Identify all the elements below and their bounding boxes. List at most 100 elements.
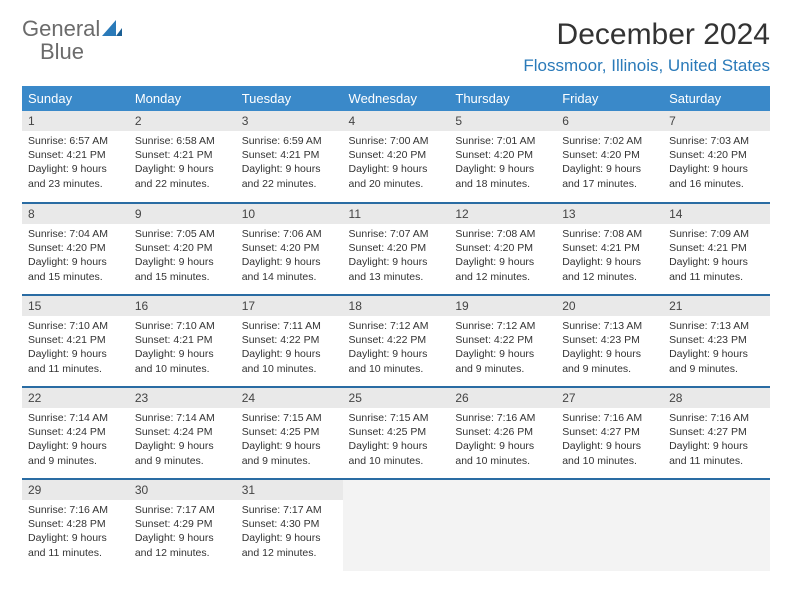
daylight-line: Daylight: 9 hours and 12 minutes.	[562, 255, 657, 283]
sunset-line: Sunset: 4:29 PM	[135, 517, 230, 531]
calendar-day-cell: 13Sunrise: 7:08 AMSunset: 4:21 PMDayligh…	[556, 203, 663, 295]
daylight-line: Daylight: 9 hours and 15 minutes.	[28, 255, 123, 283]
calendar-day-cell: 24Sunrise: 7:15 AMSunset: 4:25 PMDayligh…	[236, 387, 343, 479]
title-block: December 2024 Flossmoor, Illinois, Unite…	[523, 18, 770, 76]
sunset-line: Sunset: 4:22 PM	[349, 333, 444, 347]
daylight-line: Daylight: 9 hours and 16 minutes.	[669, 162, 764, 190]
day-content: Sunrise: 7:16 AMSunset: 4:27 PMDaylight:…	[663, 408, 770, 474]
sunrise-line: Sunrise: 7:16 AM	[669, 411, 764, 425]
day-content: Sunrise: 7:16 AMSunset: 4:28 PMDaylight:…	[22, 500, 129, 566]
day-number: 10	[236, 204, 343, 224]
sunset-line: Sunset: 4:20 PM	[455, 148, 550, 162]
calendar-day-cell: 25Sunrise: 7:15 AMSunset: 4:25 PMDayligh…	[343, 387, 450, 479]
day-content: Sunrise: 7:11 AMSunset: 4:22 PMDaylight:…	[236, 316, 343, 382]
sunrise-line: Sunrise: 7:13 AM	[669, 319, 764, 333]
calendar-empty-cell	[343, 479, 450, 571]
day-content: Sunrise: 7:01 AMSunset: 4:20 PMDaylight:…	[449, 131, 556, 197]
daylight-line: Daylight: 9 hours and 13 minutes.	[349, 255, 444, 283]
daylight-line: Daylight: 9 hours and 12 minutes.	[242, 531, 337, 559]
sunset-line: Sunset: 4:23 PM	[669, 333, 764, 347]
calendar-day-cell: 21Sunrise: 7:13 AMSunset: 4:23 PMDayligh…	[663, 295, 770, 387]
sunset-line: Sunset: 4:21 PM	[135, 333, 230, 347]
calendar-day-cell: 8Sunrise: 7:04 AMSunset: 4:20 PMDaylight…	[22, 203, 129, 295]
sunset-line: Sunset: 4:21 PM	[242, 148, 337, 162]
daylight-line: Daylight: 9 hours and 10 minutes.	[135, 347, 230, 375]
sunset-line: Sunset: 4:20 PM	[455, 241, 550, 255]
header: General Blue December 2024 Flossmoor, Il…	[22, 18, 770, 76]
calendar-header-row: SundayMondayTuesdayWednesdayThursdayFrid…	[22, 86, 770, 111]
sunrise-line: Sunrise: 6:58 AM	[135, 134, 230, 148]
sunrise-line: Sunrise: 7:00 AM	[349, 134, 444, 148]
sunset-line: Sunset: 4:21 PM	[135, 148, 230, 162]
location-text: Flossmoor, Illinois, United States	[523, 56, 770, 76]
calendar-empty-cell	[556, 479, 663, 571]
calendar-day-cell: 29Sunrise: 7:16 AMSunset: 4:28 PMDayligh…	[22, 479, 129, 571]
sunrise-line: Sunrise: 7:15 AM	[242, 411, 337, 425]
day-number: 17	[236, 296, 343, 316]
calendar-day-cell: 30Sunrise: 7:17 AMSunset: 4:29 PMDayligh…	[129, 479, 236, 571]
sunset-line: Sunset: 4:20 PM	[669, 148, 764, 162]
sunset-line: Sunset: 4:26 PM	[455, 425, 550, 439]
day-number: 14	[663, 204, 770, 224]
weekday-header: Wednesday	[343, 86, 450, 111]
daylight-line: Daylight: 9 hours and 10 minutes.	[349, 439, 444, 467]
day-number: 1	[22, 111, 129, 131]
weekday-header: Saturday	[663, 86, 770, 111]
daylight-line: Daylight: 9 hours and 22 minutes.	[242, 162, 337, 190]
day-content: Sunrise: 6:58 AMSunset: 4:21 PMDaylight:…	[129, 131, 236, 197]
calendar-empty-cell	[663, 479, 770, 571]
day-content: Sunrise: 6:57 AMSunset: 4:21 PMDaylight:…	[22, 131, 129, 197]
sunset-line: Sunset: 4:25 PM	[349, 425, 444, 439]
day-content: Sunrise: 7:16 AMSunset: 4:27 PMDaylight:…	[556, 408, 663, 474]
day-content: Sunrise: 7:02 AMSunset: 4:20 PMDaylight:…	[556, 131, 663, 197]
sunset-line: Sunset: 4:21 PM	[28, 148, 123, 162]
sunset-line: Sunset: 4:25 PM	[242, 425, 337, 439]
calendar-day-cell: 26Sunrise: 7:16 AMSunset: 4:26 PMDayligh…	[449, 387, 556, 479]
daylight-line: Daylight: 9 hours and 10 minutes.	[349, 347, 444, 375]
sunset-line: Sunset: 4:27 PM	[669, 425, 764, 439]
calendar-week-row: 1Sunrise: 6:57 AMSunset: 4:21 PMDaylight…	[22, 111, 770, 203]
calendar-day-cell: 7Sunrise: 7:03 AMSunset: 4:20 PMDaylight…	[663, 111, 770, 203]
daylight-line: Daylight: 9 hours and 10 minutes.	[455, 439, 550, 467]
calendar-empty-cell	[449, 479, 556, 571]
sunset-line: Sunset: 4:20 PM	[242, 241, 337, 255]
day-number: 19	[449, 296, 556, 316]
sunset-line: Sunset: 4:24 PM	[28, 425, 123, 439]
sunrise-line: Sunrise: 7:05 AM	[135, 227, 230, 241]
sunset-line: Sunset: 4:21 PM	[562, 241, 657, 255]
sunrise-line: Sunrise: 7:16 AM	[562, 411, 657, 425]
daylight-line: Daylight: 9 hours and 22 minutes.	[135, 162, 230, 190]
weekday-header: Thursday	[449, 86, 556, 111]
weekday-header: Monday	[129, 86, 236, 111]
day-number: 7	[663, 111, 770, 131]
brand-part2: Blue	[22, 39, 84, 64]
calendar-week-row: 29Sunrise: 7:16 AMSunset: 4:28 PMDayligh…	[22, 479, 770, 571]
sunrise-line: Sunrise: 7:12 AM	[349, 319, 444, 333]
day-content: Sunrise: 7:16 AMSunset: 4:26 PMDaylight:…	[449, 408, 556, 474]
weekday-header: Sunday	[22, 86, 129, 111]
day-content: Sunrise: 7:13 AMSunset: 4:23 PMDaylight:…	[663, 316, 770, 382]
sunrise-line: Sunrise: 7:17 AM	[242, 503, 337, 517]
sunset-line: Sunset: 4:28 PM	[28, 517, 123, 531]
sunset-line: Sunset: 4:21 PM	[28, 333, 123, 347]
day-content: Sunrise: 7:06 AMSunset: 4:20 PMDaylight:…	[236, 224, 343, 290]
sunrise-line: Sunrise: 7:11 AM	[242, 319, 337, 333]
day-number: 5	[449, 111, 556, 131]
day-number: 23	[129, 388, 236, 408]
calendar-table: SundayMondayTuesdayWednesdayThursdayFrid…	[22, 86, 770, 571]
calendar-day-cell: 10Sunrise: 7:06 AMSunset: 4:20 PMDayligh…	[236, 203, 343, 295]
calendar-day-cell: 4Sunrise: 7:00 AMSunset: 4:20 PMDaylight…	[343, 111, 450, 203]
calendar-day-cell: 19Sunrise: 7:12 AMSunset: 4:22 PMDayligh…	[449, 295, 556, 387]
sunset-line: Sunset: 4:24 PM	[135, 425, 230, 439]
sunrise-line: Sunrise: 7:02 AM	[562, 134, 657, 148]
daylight-line: Daylight: 9 hours and 12 minutes.	[135, 531, 230, 559]
sunrise-line: Sunrise: 7:12 AM	[455, 319, 550, 333]
daylight-line: Daylight: 9 hours and 18 minutes.	[455, 162, 550, 190]
day-content: Sunrise: 7:17 AMSunset: 4:30 PMDaylight:…	[236, 500, 343, 566]
calendar-day-cell: 15Sunrise: 7:10 AMSunset: 4:21 PMDayligh…	[22, 295, 129, 387]
calendar-day-cell: 2Sunrise: 6:58 AMSunset: 4:21 PMDaylight…	[129, 111, 236, 203]
calendar-day-cell: 1Sunrise: 6:57 AMSunset: 4:21 PMDaylight…	[22, 111, 129, 203]
sunset-line: Sunset: 4:27 PM	[562, 425, 657, 439]
calendar-day-cell: 16Sunrise: 7:10 AMSunset: 4:21 PMDayligh…	[129, 295, 236, 387]
calendar-day-cell: 5Sunrise: 7:01 AMSunset: 4:20 PMDaylight…	[449, 111, 556, 203]
